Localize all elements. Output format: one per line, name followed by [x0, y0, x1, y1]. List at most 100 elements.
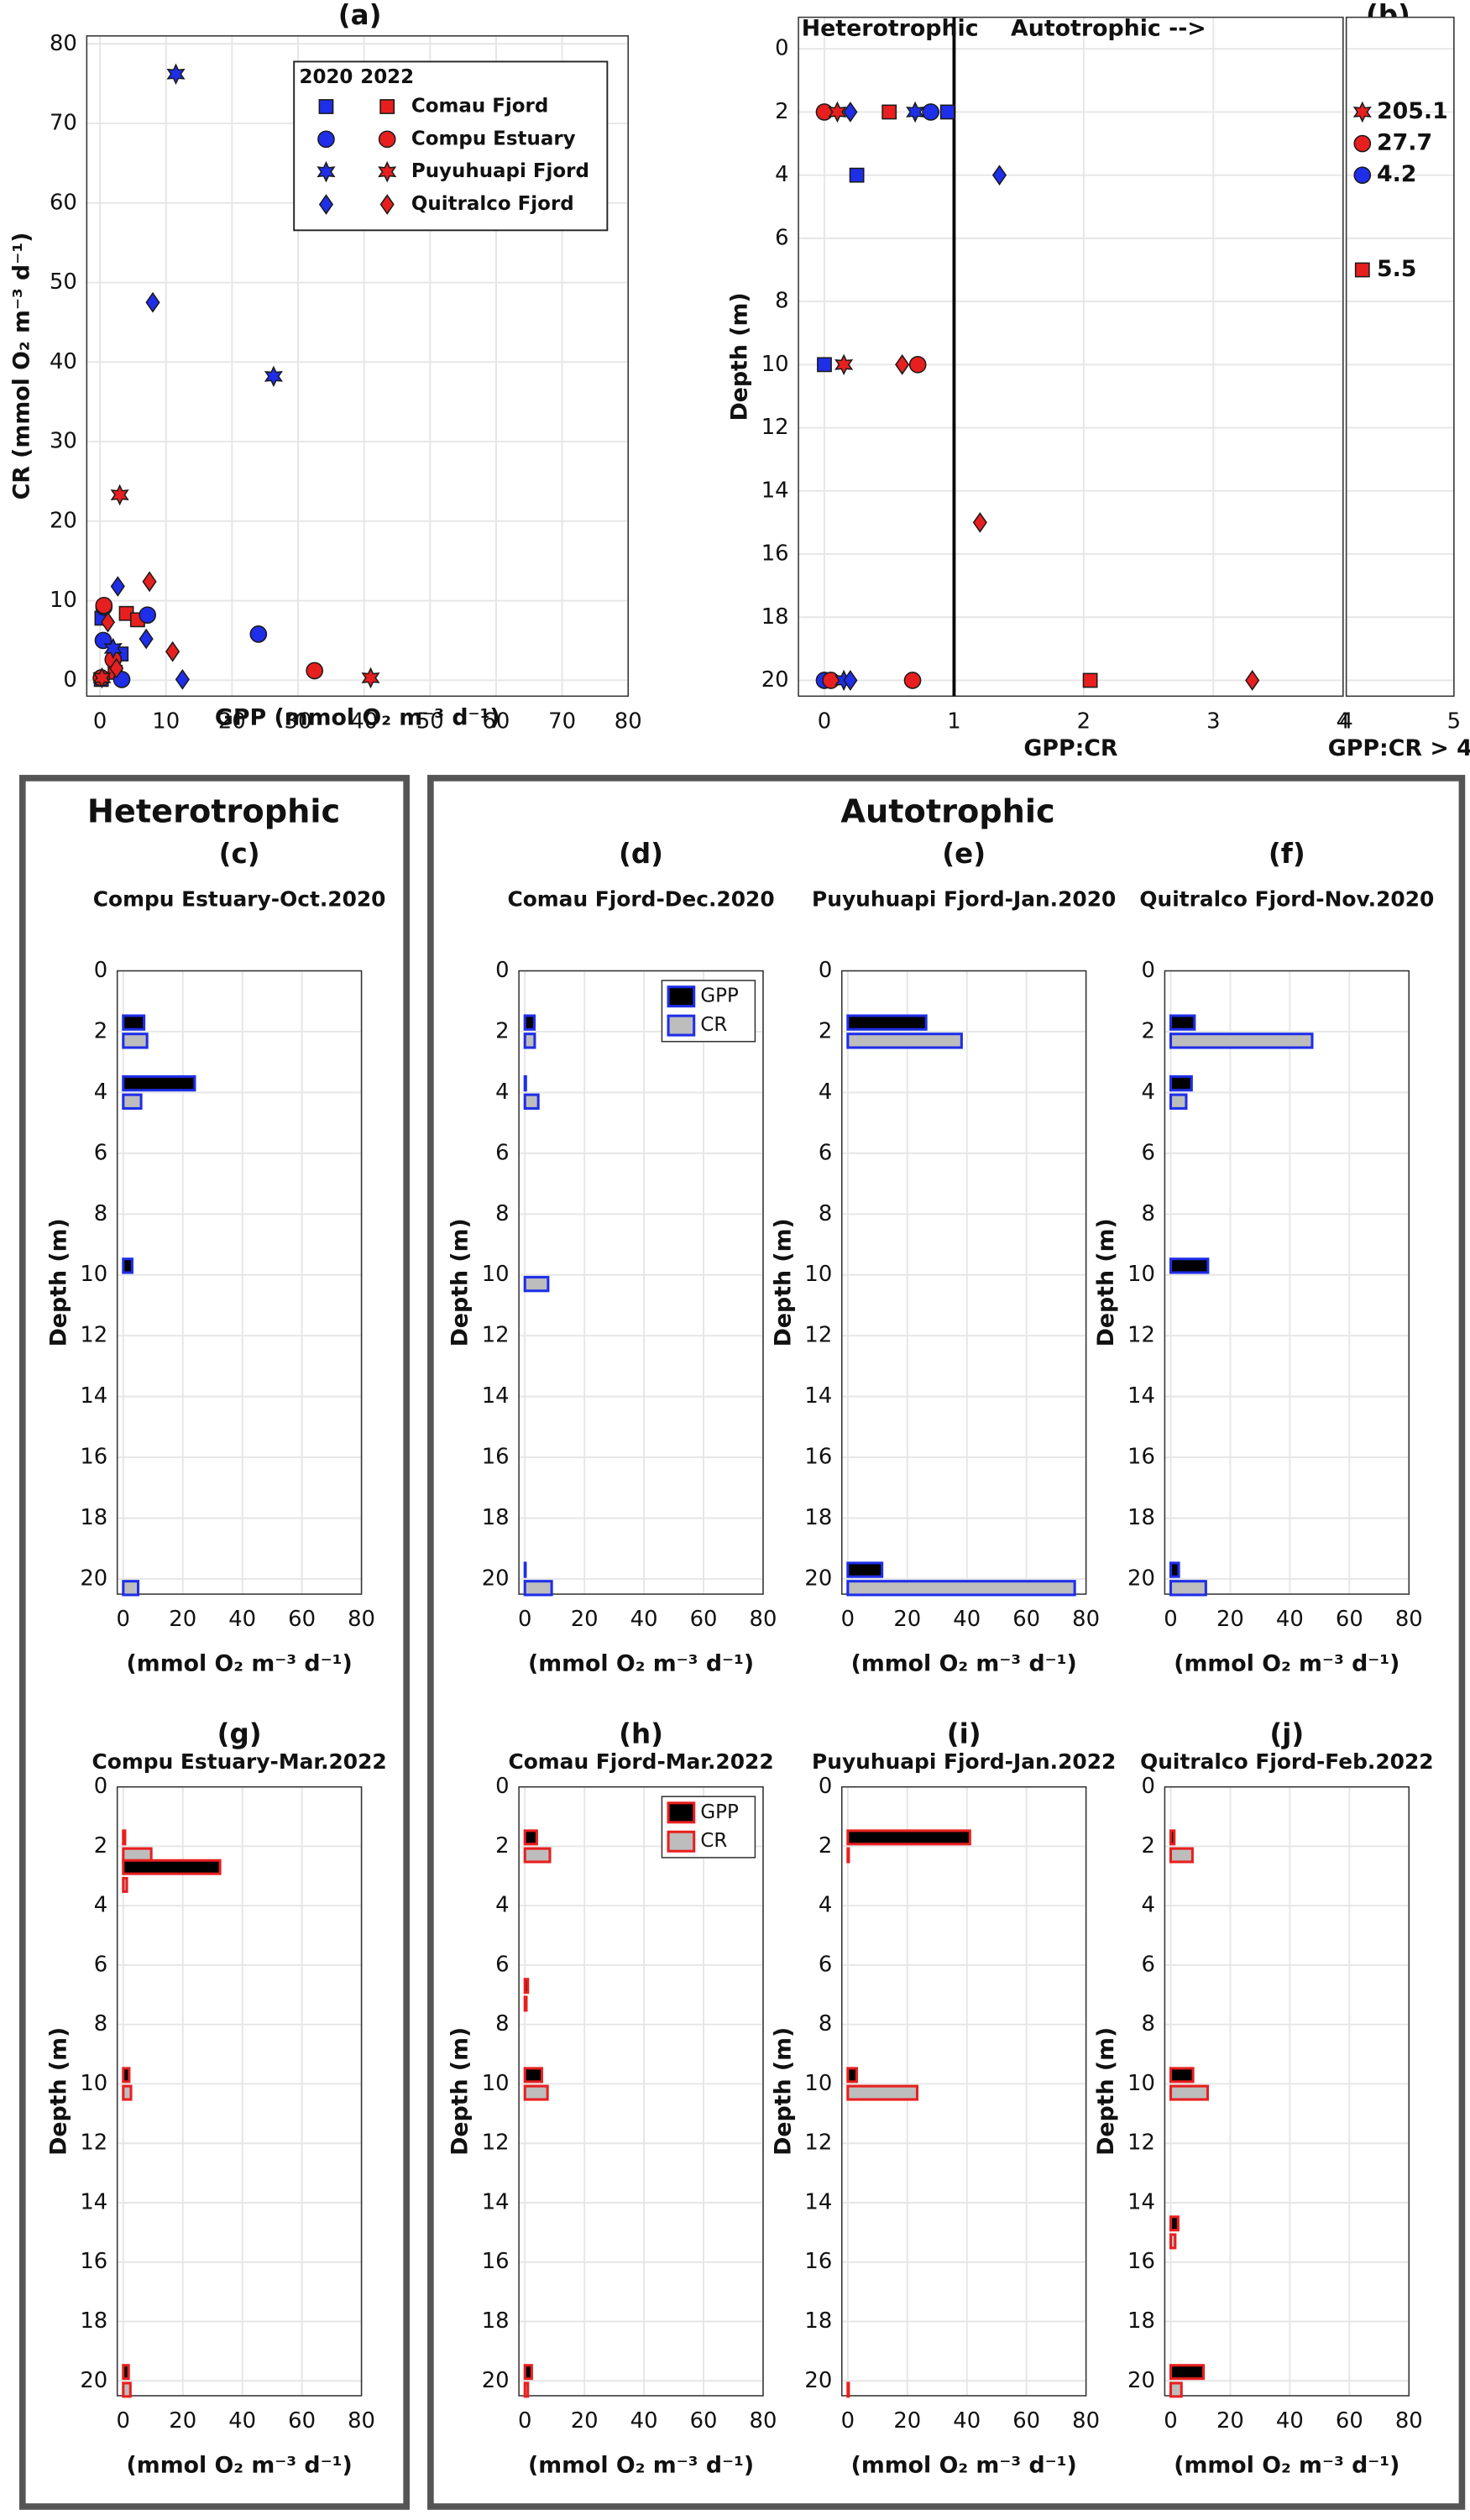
x-tick-label: 40: [1276, 2408, 1304, 2434]
annotation: Autotrophic -->: [1011, 16, 1206, 42]
y-tick-label: 50: [50, 269, 77, 295]
x-tick-label: 0: [117, 1607, 130, 1632]
bar: [523, 2084, 549, 2101]
y-tick-label: 2: [94, 1833, 107, 1859]
y-tick-label: 6: [819, 1140, 832, 1165]
x-axis-label: GPP:CR: [1023, 735, 1118, 761]
panel-title: Puyuhuapi Fjord-Jan.2022: [812, 1749, 1116, 1774]
bar: [523, 1014, 536, 1031]
marker: [972, 512, 987, 533]
y-tick-label: 18: [804, 1505, 832, 1530]
x-tick-label: 20: [571, 1607, 599, 1632]
panel-title: Quitralco Fjord-Feb.2022: [1140, 1749, 1433, 1774]
x-axis-label: (mmol O₂ m⁻³ d⁻¹): [1174, 2453, 1399, 2479]
y-axis-label: Depth (m): [770, 2027, 796, 2156]
bar: [1169, 2067, 1195, 2083]
plot-area: [841, 970, 1086, 1595]
y-tick-label: 10: [804, 1262, 832, 1287]
plot-area: [1164, 970, 1410, 1595]
y-axis-label: Depth (m): [1093, 1218, 1119, 1346]
axes-frame: [518, 1785, 764, 2397]
bar: [523, 1275, 550, 1293]
marker: [361, 667, 380, 689]
offscale-value: 5.5: [1377, 256, 1416, 282]
y-tick-label: 12: [482, 2130, 510, 2156]
x-tick-label: 0: [818, 708, 831, 734]
bar: [846, 1847, 850, 1864]
y-tick-label: 16: [804, 2249, 832, 2274]
y-tick-label: 8: [495, 1201, 509, 1226]
y-tick-label: 14: [1127, 2189, 1155, 2214]
bar: [523, 1033, 536, 1049]
plot-area: [117, 1786, 362, 2396]
bar: [1169, 1014, 1196, 1031]
bar: [122, 1014, 146, 1031]
offscale-value: 4.2: [1377, 161, 1416, 187]
bar: [523, 2067, 543, 2083]
y-tick-label: 12: [761, 415, 789, 440]
x-tick-label: 60: [1336, 1607, 1363, 1632]
x-tick-label: 20: [218, 708, 246, 734]
panel-title: Compu Estuary-Oct.2020: [93, 886, 386, 911]
y-tick-label: 2: [94, 1018, 107, 1043]
bar: [846, 1561, 884, 1578]
y-tick-label: 10: [80, 1262, 107, 1287]
offscale-value: 27.7: [1377, 130, 1432, 156]
legend-header: 2022: [360, 66, 414, 88]
bar: [846, 1580, 1076, 1597]
marker: [822, 672, 840, 689]
bar: [122, 1859, 222, 1875]
bar: [1169, 1257, 1210, 1274]
y-tick-label: 8: [495, 2011, 509, 2036]
y-tick-label: 60: [50, 190, 77, 215]
y-tick-label: 20: [50, 508, 77, 533]
marker: [843, 670, 858, 691]
y-tick-label: 6: [1141, 1952, 1154, 1977]
x-axis-label: GPP (mmol O₂ m⁻³ d⁻¹): [215, 705, 500, 731]
marker: [895, 354, 910, 375]
bar: [523, 2364, 533, 2381]
bar: [1169, 1829, 1176, 1846]
y-tick-label: 10: [761, 352, 789, 377]
y-tick-label: 14: [761, 478, 789, 503]
heterotrophic-box: [18, 775, 410, 2510]
y-tick-label: 8: [775, 289, 788, 314]
y-tick-label: 6: [775, 225, 788, 250]
y-tick-label: 0: [495, 958, 509, 983]
x-tick-label: 80: [1072, 1607, 1100, 1632]
y-tick-label: 10: [80, 2071, 107, 2096]
x-tick-label: 40: [630, 1607, 658, 1632]
y-tick-label: 14: [482, 2189, 510, 2214]
y-tick-label: 12: [80, 2130, 107, 2156]
y-tick-label: 18: [482, 2308, 510, 2334]
marker: [165, 640, 180, 662]
legend-swatch: [667, 1830, 696, 1853]
bar: [1169, 1033, 1314, 1049]
y-axis-label: Depth (m): [770, 1218, 796, 1346]
marker: [316, 160, 336, 183]
y-tick-label: 4: [94, 1893, 107, 1918]
y-tick-label: 2: [775, 99, 788, 124]
x-axis-label: (mmol O₂ m⁻³ d⁻¹): [1174, 1651, 1399, 1677]
panel-title: Compu Estuary-Mar.2022: [92, 1749, 387, 1774]
marker: [1245, 670, 1260, 691]
x-axis-label: (mmol O₂ m⁻³ d⁻¹): [127, 1651, 353, 1677]
y-axis-label: CR (mmol O₂ m⁻³ d⁻¹): [8, 233, 34, 500]
legend-box: [293, 60, 609, 232]
inset-area: [1346, 17, 1454, 697]
y-tick-label: 0: [1141, 958, 1154, 983]
bar: [122, 1093, 143, 1110]
marker: [378, 130, 396, 149]
y-tick-label: 10: [50, 588, 77, 613]
bar: [122, 2364, 130, 2381]
panel-label: (c): [219, 838, 260, 870]
y-tick-label: 16: [1127, 1445, 1155, 1470]
axes-frame: [116, 970, 363, 1595]
y-tick-label: 16: [804, 1445, 832, 1470]
plot-area: [117, 970, 362, 1595]
panel-label: (d): [619, 838, 663, 870]
marker: [849, 167, 865, 183]
marker: [834, 353, 854, 376]
x-tick-label: 80: [615, 708, 642, 734]
bar: [846, 2381, 850, 2398]
